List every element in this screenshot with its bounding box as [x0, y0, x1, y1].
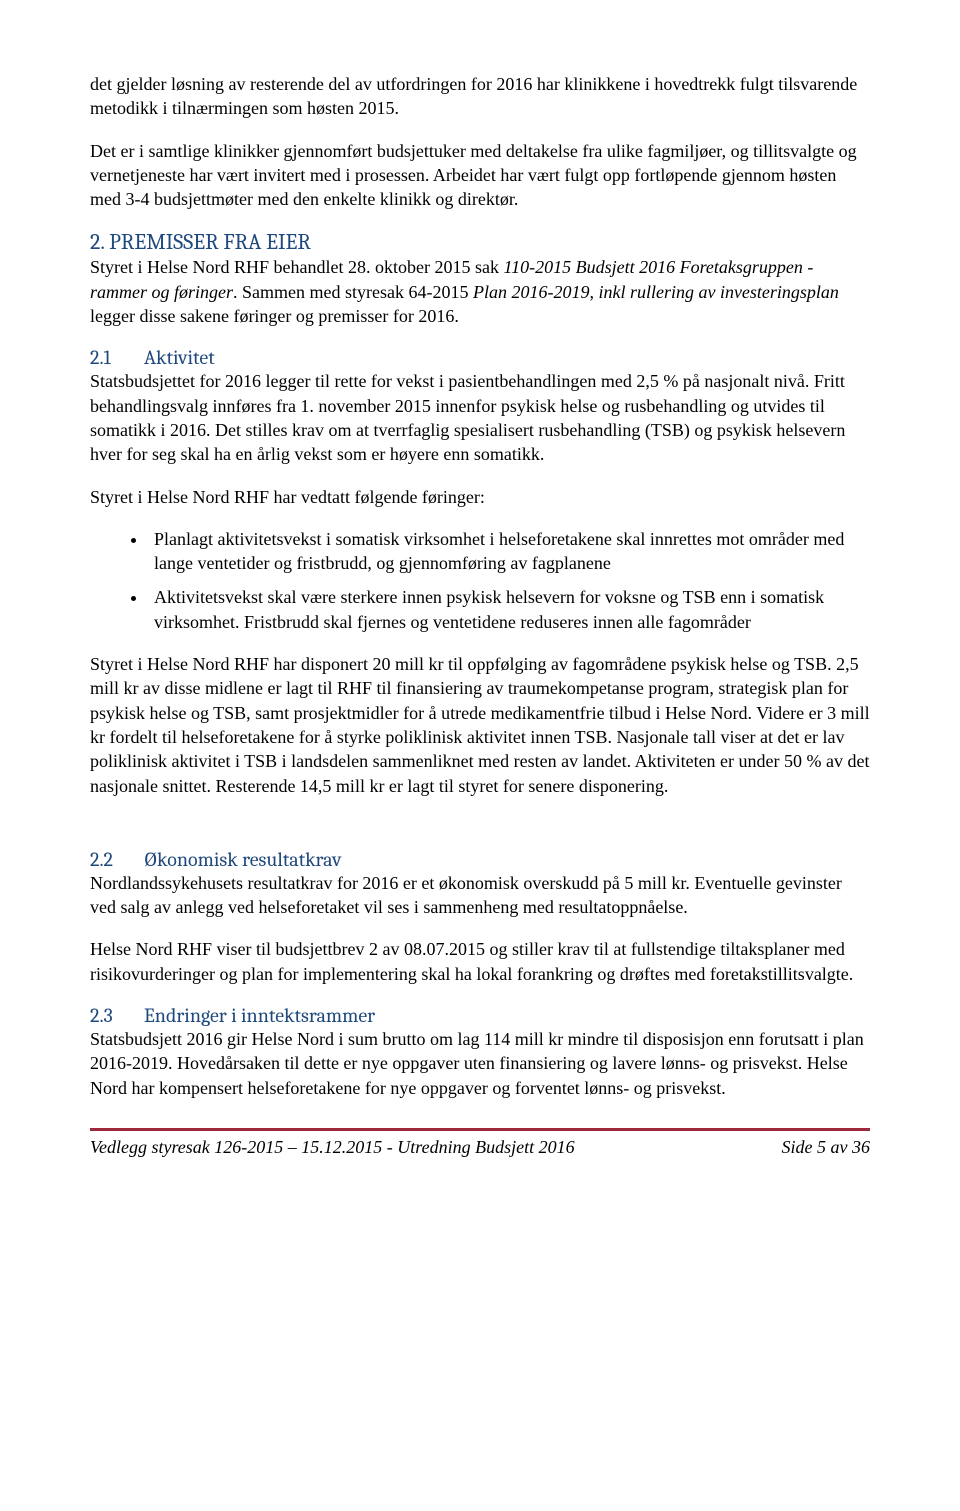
paragraph-aktivitet-3: Styret i Helse Nord RHF har disponert 20… [90, 652, 870, 798]
footer-left-text: Vedlegg styresak 126-2015 – 15.12.2015 -… [90, 1137, 575, 1158]
paragraph-aktivitet-2: Styret i Helse Nord RHF har vedtatt følg… [90, 485, 870, 509]
paragraph-resultatkrav-2: Helse Nord RHF viser til budsjettbrev 2 … [90, 937, 870, 986]
footer-row: Vedlegg styresak 126-2015 – 15.12.2015 -… [90, 1137, 870, 1158]
heading-2-2-resultatkrav: 2.2Økonomisk resultatkrav [90, 848, 870, 871]
paragraph-aktivitet-1: Statsbudsjettet for 2016 legger til rett… [90, 369, 870, 466]
heading-3-number: 2.1 [90, 346, 144, 369]
heading-3-number: 2.2 [90, 848, 144, 871]
heading-3-title: Aktivitet [144, 346, 215, 369]
heading-2-3-inntektsrammer: 2.3Endringer i inntektsrammer [90, 1004, 870, 1027]
heading-2-title: PREMISSER FRA EIER [109, 229, 311, 255]
heading-2-premisser: 2. PREMISSER FRA EIER [90, 229, 870, 255]
list-item: Aktivitetsvekst skal være sterkere innen… [148, 585, 870, 634]
heading-3-number: 2.3 [90, 1004, 144, 1027]
italic-citation-2: Plan 2016-2019, inkl rullering av invest… [473, 282, 839, 302]
list-item: Planlagt aktivitetsvekst i somatisk virk… [148, 527, 870, 576]
paragraph-resultatkrav-1: Nordlandssykehusets resultatkrav for 201… [90, 871, 870, 920]
heading-2-number: 2. [90, 229, 104, 255]
text-run: Styret i Helse Nord RHF behandlet 28. ok… [90, 257, 503, 277]
text-run: . Sammen med styresak 64-2015 [233, 282, 473, 302]
paragraph-intro-1: det gjelder løsning av resterende del av… [90, 72, 870, 121]
paragraph-inntektsrammer: Statsbudsjett 2016 gir Helse Nord i sum … [90, 1027, 870, 1100]
heading-3-title: Endringer i inntektsrammer [144, 1004, 375, 1027]
text-run: legger disse sakene føringer og premisse… [90, 306, 459, 326]
heading-3-title: Økonomisk resultatkrav [144, 848, 341, 871]
page-footer: Vedlegg styresak 126-2015 – 15.12.2015 -… [90, 1128, 870, 1158]
heading-2-1-aktivitet: 2.1Aktivitet [90, 346, 870, 369]
paragraph-intro-2: Det er i samtlige klinikker gjennomført … [90, 139, 870, 212]
footer-page-number: Side 5 av 36 [782, 1137, 870, 1158]
document-page: det gjelder løsning av resterende del av… [0, 0, 960, 1206]
paragraph-premisser-intro: Styret i Helse Nord RHF behandlet 28. ok… [90, 255, 870, 328]
bullet-list-foringer: Planlagt aktivitetsvekst i somatisk virk… [90, 527, 870, 634]
